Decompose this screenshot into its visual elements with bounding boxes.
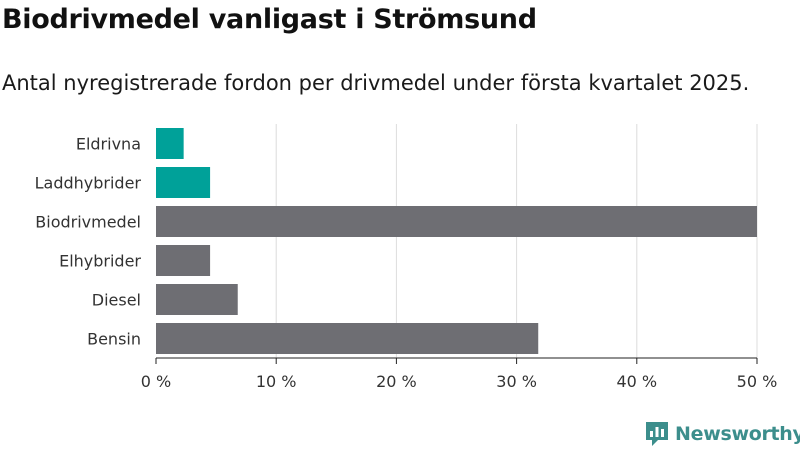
category-label: Elhybrider xyxy=(59,252,141,271)
category-label: Bensin xyxy=(87,330,141,349)
bar xyxy=(156,167,211,198)
x-tick-label: 50 % xyxy=(737,372,778,391)
bar xyxy=(156,245,211,276)
newsworthy-brand: Newsworthy xyxy=(644,420,800,448)
bar xyxy=(156,323,539,354)
category-label: Laddhybrider xyxy=(35,174,142,193)
category-label: Diesel xyxy=(92,291,141,310)
x-tick-label: 20 % xyxy=(376,372,417,391)
bar xyxy=(156,206,757,237)
x-tick-label: 40 % xyxy=(616,372,657,391)
bar xyxy=(156,128,184,159)
category-label: Eldrivna xyxy=(76,135,141,154)
x-tick-label: 10 % xyxy=(256,372,297,391)
x-tick-label: 0 % xyxy=(141,372,171,391)
chart-subtitle: Antal nyregistrerade fordon per drivmede… xyxy=(2,71,750,95)
bar xyxy=(156,284,238,315)
newsworthy-logo-icon xyxy=(646,422,668,446)
brand-name: Newsworthy xyxy=(675,423,800,445)
chart-title: Biodrivmedel vanligast i Strömsund xyxy=(2,4,537,35)
x-tick-label: 30 % xyxy=(496,372,537,391)
category-label: Biodrivmedel xyxy=(35,213,141,232)
